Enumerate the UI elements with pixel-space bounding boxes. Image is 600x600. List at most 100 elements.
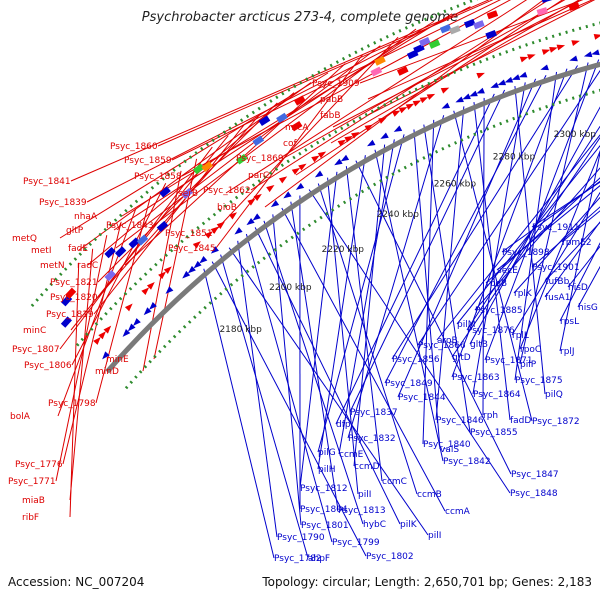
left-leader-line — [121, 13, 453, 217]
reverse-gene-arrow — [571, 40, 580, 46]
annotation-block — [252, 135, 265, 147]
annotation-block — [60, 316, 72, 328]
reverse-gene-arrow — [298, 163, 307, 171]
reverse-gene-arrow — [266, 185, 275, 193]
right-gene-label: pilI — [358, 490, 371, 500]
reverse-gene-arrow — [556, 44, 566, 51]
right-gene-label: Psyc_1801 — [301, 521, 349, 531]
left-gene-label: Psyc_1858 — [134, 172, 182, 182]
right-leader-line — [254, 227, 401, 525]
left-gene-label: Psyc_1845 — [168, 244, 216, 254]
left-gene-label: Psyc_1839 — [39, 198, 87, 208]
annotation-block — [290, 120, 303, 132]
annotation-block — [536, 7, 548, 16]
right-leader-line — [511, 191, 600, 336]
left-leader-line — [330, 0, 580, 144]
right-gene-label: Psyc_1782 — [274, 554, 322, 564]
right-gene-label: Psyc_1863 — [452, 373, 500, 383]
left-gene-label: Psyc_1819 — [46, 310, 94, 320]
forward-gene-arrow — [122, 329, 131, 337]
right-gene-label: gltB — [470, 340, 488, 350]
forward-gene-arrow — [504, 76, 514, 83]
right-gene-label: ccmA — [445, 507, 471, 517]
right-leader-line — [347, 115, 445, 439]
right-leader-line — [544, 221, 600, 282]
reverse-gene-arrow — [476, 72, 485, 79]
forward-gene-arrow — [295, 182, 305, 190]
right-gene-label: Psyc_1799 — [332, 538, 380, 548]
reverse-gene-arrow — [593, 33, 600, 40]
left-gene-label: Psyc_1859 — [124, 156, 172, 166]
left-gene-label: Psyc_1776 — [15, 460, 63, 470]
right-leader-line — [237, 240, 278, 538]
right-leader-line — [263, 220, 364, 525]
reverse-gene-arrow — [158, 271, 167, 280]
left-gene-label: radC — [77, 261, 98, 271]
right-gene-label: rpmE2 — [562, 238, 592, 248]
reverse-gene-arrow — [291, 167, 301, 175]
right-leader-line — [422, 119, 435, 445]
right-leader-line — [335, 93, 495, 425]
kbp-tick-label: 2180 kbp — [219, 325, 262, 335]
right-gene-label: Psyc_1855 — [470, 428, 518, 438]
right-leader-line — [456, 144, 600, 325]
reverse-gene-arrow — [98, 331, 106, 340]
right-leader-line — [397, 78, 537, 398]
right-gene-label: rph — [483, 411, 498, 421]
left-leader-line — [69, 262, 80, 518]
annotation-block — [128, 237, 140, 249]
reverse-gene-arrow — [412, 100, 422, 107]
right-gene-label: valS — [440, 445, 459, 455]
forward-gene-arrow — [270, 200, 280, 208]
annotation-block — [418, 36, 431, 47]
annotation-block — [104, 246, 116, 259]
reverse-gene-arrow — [163, 266, 172, 274]
forward-gene-arrow — [133, 318, 141, 326]
right-gene-label: pilI — [428, 531, 441, 541]
reverse-gene-arrow — [278, 176, 288, 184]
annotation-block — [276, 112, 288, 124]
left-gene-label: minE — [106, 355, 129, 365]
left-gene-label: bioB — [217, 203, 237, 213]
forward-gene-arrow — [455, 96, 464, 103]
right-leader-line — [327, 177, 359, 495]
right-gene-label: rplK — [514, 289, 533, 299]
right-leader-line — [514, 71, 558, 381]
right-leader-line — [317, 183, 418, 495]
right-gene-label: pilG — [318, 448, 336, 458]
left-gene-label: minC — [23, 326, 46, 336]
right-leader-line — [451, 68, 568, 378]
right-leader-line — [453, 110, 533, 422]
genome-backbone-arc — [105, 61, 600, 374]
left-gene-label: Psyc_1820 — [50, 293, 98, 303]
right-leader-line — [228, 247, 429, 536]
left-gene-label: Psyc_1771 — [8, 477, 56, 487]
right-gene-label: Psyc_1866 — [418, 341, 466, 351]
forward-gene-arrow — [283, 191, 292, 199]
forward-gene-arrow — [583, 51, 593, 58]
left-leader-line — [215, 54, 364, 249]
reverse-gene-arrow — [204, 231, 213, 239]
right-gene-label: Psyc_1847 — [511, 470, 559, 480]
left-gene-label: gltP — [66, 226, 84, 236]
right-leader-line — [482, 97, 485, 416]
reverse-gene-arrow — [344, 135, 353, 143]
reverse-gene-arrow — [391, 110, 401, 117]
reverse-gene-arrow — [124, 303, 133, 312]
right-leader-line — [317, 155, 366, 470]
left-leader-line — [142, 170, 182, 372]
left-gene-label: serB — [178, 189, 198, 199]
left-gene-label: Psyc_1798 — [48, 399, 96, 409]
reverse-gene-arrow — [247, 198, 256, 206]
forward-gene-arrow — [497, 79, 507, 86]
right-gene-label: Psyc_1842 — [443, 457, 491, 467]
annotation-block — [192, 163, 205, 175]
right-leader-line — [338, 139, 395, 455]
right-gene-label: Psyc_1846 — [436, 416, 484, 426]
right-leader-line — [485, 177, 600, 284]
reverse-gene-arrow — [93, 336, 101, 345]
reverse-gene-arrow — [192, 241, 201, 249]
right-gene-label: rpoB — [486, 279, 507, 289]
right-gene-label: ccmC — [382, 477, 407, 487]
left-gene-label: Psyc_1821 — [50, 278, 98, 288]
